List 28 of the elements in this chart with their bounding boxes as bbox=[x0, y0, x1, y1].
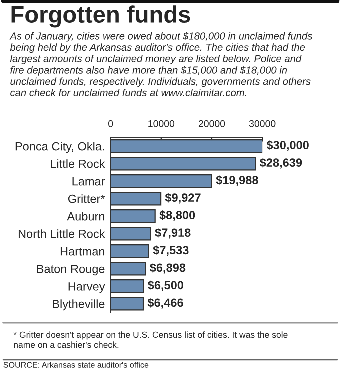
x-tick-label: 30000 bbox=[249, 120, 276, 128]
y-tick-label: Lamar bbox=[72, 178, 106, 186]
data-label: $7,533 bbox=[153, 246, 189, 256]
chart-title: Forgotten funds bbox=[12, 6, 190, 28]
y-tick-label: Hartman bbox=[60, 248, 105, 256]
text: * Gritter doesn't appear on the U.S. Census list of cities. It was the sole name on a cashier's check. bbox=[14, 332, 288, 348]
y-tick-label: Auburn bbox=[67, 212, 105, 221]
data-label: $28,639 bbox=[260, 158, 302, 169]
data-label: $7,918 bbox=[155, 228, 191, 239]
data-label: $8,800 bbox=[160, 210, 196, 222]
data-label: $6,500 bbox=[148, 280, 184, 292]
data-label: $9,927 bbox=[165, 193, 201, 204]
x-tick-label: 10000 bbox=[148, 120, 175, 128]
y-tick-label: Blytheville bbox=[53, 300, 105, 311]
data-label: $19,988 bbox=[216, 176, 258, 186]
data-label: $6,466 bbox=[148, 298, 184, 309]
data-label: $6,898 bbox=[150, 263, 186, 274]
chart-subtitle: As of January, cities were owed about $180,000 in unclaimed funds being held by the Arkansas auditor's office. The cities that had the largest amounts of unclaimed money are listed below. Police and fire departments also have more than $15,000 and $18,000 in unclaimed funds, respectively. Individuals, governments and others can check for unclaimed funds at www.claimitar.com. bbox=[10, 32, 312, 96]
y-tick-label: Baton Rouge bbox=[37, 265, 105, 276]
y-tick-label: Harvey bbox=[68, 282, 106, 294]
y-tick-label: Little Rock bbox=[51, 160, 106, 168]
y-tick-label: Gritter* bbox=[68, 194, 106, 204]
data-label: $30,000 bbox=[266, 140, 309, 152]
x-tick-label: 0 bbox=[108, 120, 114, 128]
y-tick-label: North Little Rock bbox=[18, 230, 106, 238]
source-note: SOURCE: Arkansas state auditor's office bbox=[4, 362, 149, 368]
y-tick-label: Ponca City, Okla. bbox=[16, 142, 104, 154]
x-tick-label: 20000 bbox=[198, 120, 226, 128]
